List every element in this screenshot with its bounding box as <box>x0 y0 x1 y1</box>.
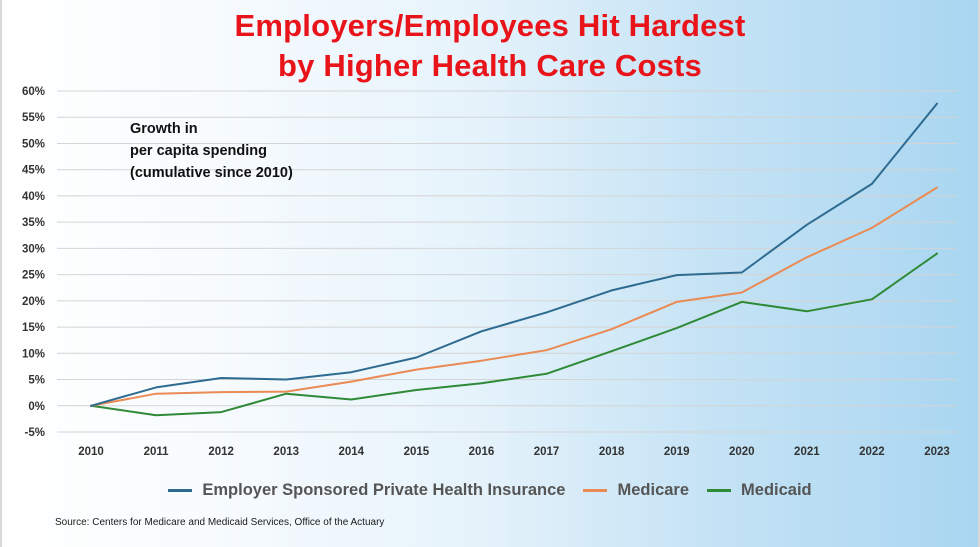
x-tick-label: 2022 <box>859 446 885 458</box>
series-line-employer <box>90 102 938 407</box>
y-tick-label: 25% <box>22 270 45 282</box>
x-tick-label: 2019 <box>664 446 690 458</box>
chart-title-line-2: by Higher Health Care Costs <box>277 48 702 83</box>
y-tick-label: 35% <box>22 217 45 229</box>
legend-swatch-medicare <box>583 489 608 492</box>
annotation-line-2: per capita spending <box>130 143 267 159</box>
y-tick-label: 15% <box>22 322 45 334</box>
x-tick-label: 2023 <box>924 446 950 458</box>
x-tick-label: 2014 <box>339 446 365 458</box>
x-tick-label: 2016 <box>469 446 495 458</box>
source-note: Source: Centers for Medicare and Medicai… <box>55 517 385 528</box>
y-tick-label: 20% <box>22 296 45 308</box>
y-tick-label: 0% <box>28 401 45 413</box>
y-tick-label: 55% <box>22 112 45 124</box>
legend-item-employer: Employer Sponsored Private Health Insura… <box>168 481 565 500</box>
x-tick-label: 2018 <box>599 446 625 458</box>
y-tick-label: -5% <box>25 427 45 439</box>
x-tick-label: 2020 <box>729 446 755 458</box>
legend: Employer Sponsored Private Health Insura… <box>2 481 978 500</box>
x-tick-label: 2013 <box>273 446 299 458</box>
y-tick-label: 5% <box>28 375 45 387</box>
x-tick-label: 2011 <box>144 446 170 458</box>
y-tick-label: 30% <box>22 243 45 255</box>
series-lines <box>90 102 938 417</box>
x-axis-ticks: 2010 2011 2012 2013 2014 2015 2016 2017 2018 2019… <box>78 446 950 458</box>
x-tick-label: 2017 <box>534 446 560 458</box>
legend-swatch-medicaid <box>707 489 732 492</box>
legend-label-medicaid: Medicaid <box>741 481 812 499</box>
legend-item-medicaid: Medicaid <box>707 481 812 500</box>
gridlines <box>57 90 957 433</box>
y-tick-label: 40% <box>22 191 45 203</box>
y-tick-label: 50% <box>22 138 45 150</box>
x-tick-label: 2012 <box>208 446 234 458</box>
legend-label-medicare: Medicare <box>617 481 690 499</box>
y-axis-ticks: -5% 0% 5% 10% 15% 20% 25% 30% 35% 40% 45% 50% 55% 60% <box>22 86 45 439</box>
legend-item-medicare: Medicare <box>583 481 689 500</box>
legend-label-employer: Employer Sponsored Private Health Insura… <box>202 481 566 499</box>
series-line-medicaid <box>90 252 938 417</box>
series-line-medicare <box>90 186 938 407</box>
x-tick-label: 2021 <box>794 446 820 458</box>
x-tick-label: 2010 <box>78 446 104 458</box>
annotation-line-1: Growth in <box>130 121 198 137</box>
y-tick-label: 60% <box>22 86 45 98</box>
annotation-line-3: (cumulative since 2010) <box>130 165 293 181</box>
chart-title-line-1: Employers/Employees Hit Hardest <box>234 8 746 43</box>
x-tick-label: 2015 <box>404 446 430 458</box>
y-tick-label: 10% <box>22 348 45 360</box>
legend-swatch-employer <box>168 489 193 492</box>
y-tick-label: 45% <box>22 165 45 177</box>
